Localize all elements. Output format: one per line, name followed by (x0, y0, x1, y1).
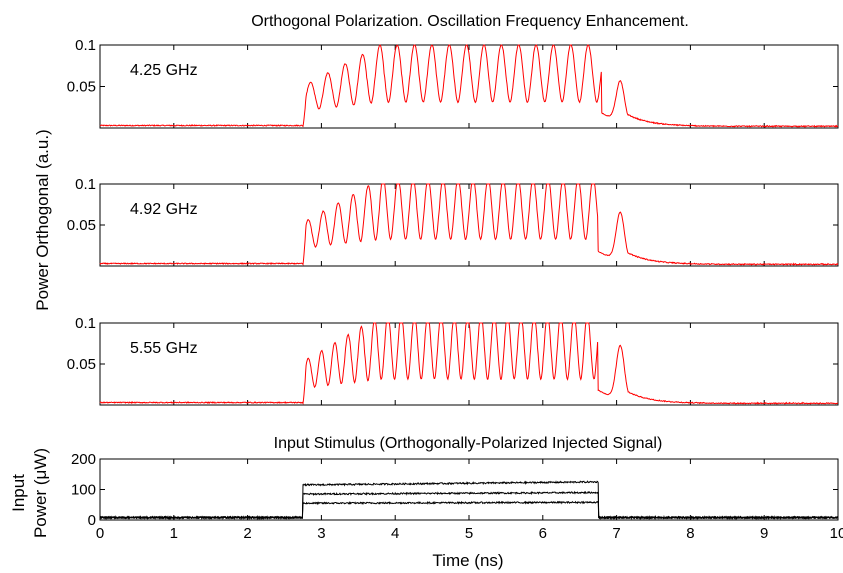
y-tick-label: 0.1 (75, 37, 96, 54)
x-tick-label: 0 (96, 525, 104, 542)
shared-y-axis-label: Power Orthogonal (a.u.) (33, 129, 52, 310)
x-tick-label: 4 (391, 525, 399, 542)
y-tick-label: 0 (88, 512, 96, 529)
x-tick-label: 6 (539, 525, 547, 542)
input-trace-1 (99, 480, 839, 521)
output-trace (99, 183, 839, 266)
panel-4: 0 100 200 0 1 2 3 4 5 6 7 8 9 10 (71, 451, 843, 542)
input-trace-2 (99, 490, 838, 521)
output-trace (99, 322, 839, 405)
plot-frame (99, 458, 839, 521)
panel-3: 0.05 0.1 5.55 GHz (67, 315, 839, 406)
y-tick-label: 0.1 (75, 176, 96, 193)
x-axis-label: Time (ns) (432, 551, 503, 570)
plot-frame (99, 183, 839, 267)
y-tick-label: 0.05 (67, 356, 96, 373)
x-tick-label: 3 (317, 525, 325, 542)
x-tick-label: 9 (760, 525, 768, 542)
frequency-annotation: 5.55 GHz (130, 340, 198, 357)
input-trace-3 (99, 500, 839, 521)
input-title: Input Stimulus (Orthogonally-Polarized I… (274, 435, 663, 452)
panel-1: 0.05 0.1 4.25 GHz (67, 37, 839, 129)
plot-frame (99, 322, 839, 406)
y-tick-label: 100 (71, 482, 96, 499)
input-y-axis-label-line2: Power (μW) (31, 448, 50, 538)
y-tick-label: 0.05 (67, 79, 96, 96)
x-tick-label: 8 (686, 525, 694, 542)
y-tick-label: 200 (71, 451, 96, 468)
y-tick-label: 0.1 (75, 315, 96, 332)
x-tick-label: 1 (170, 525, 178, 542)
panel-2: 0.05 0.1 4.92 GHz (67, 176, 839, 267)
input-y-axis-label-line1: Input (9, 474, 28, 512)
frequency-annotation: 4.92 GHz (130, 201, 198, 218)
x-tick-label: 2 (243, 525, 251, 542)
main-title: Orthogonal Polarization. Oscillation Fre… (251, 13, 689, 30)
x-tick-label: 5 (465, 525, 473, 542)
x-tick-label: 7 (612, 525, 620, 542)
x-tick-label: 10 (830, 525, 843, 542)
output-trace (99, 44, 839, 128)
frequency-annotation: 4.25 GHz (130, 62, 198, 79)
y-tick-label: 0.05 (67, 217, 96, 234)
